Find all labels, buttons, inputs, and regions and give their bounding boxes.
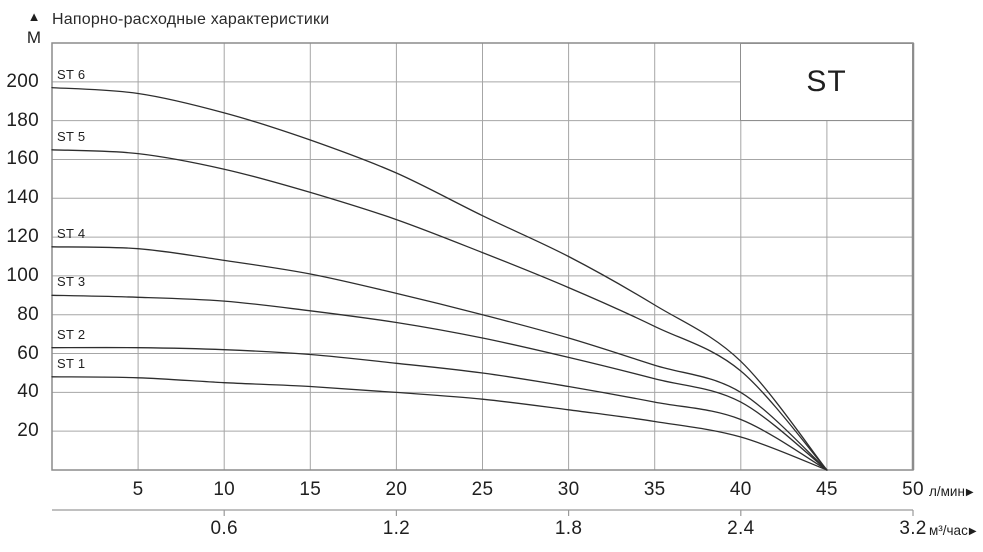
y-tick-label: 60: [17, 342, 39, 364]
x-tick-label-m3h: 0.6: [210, 518, 238, 539]
x-axis-unit-m3h: м³/час▶: [929, 522, 977, 540]
y-tick-label: 160: [6, 148, 39, 170]
x-tick-label-m3h: 1.8: [554, 518, 583, 539]
curve-label-st-5: ST 5: [57, 128, 86, 144]
x-tick-label-lpm: 20: [385, 479, 408, 500]
y-tick-label: 80: [17, 303, 39, 325]
x-tick-label-lpm: 25: [471, 479, 494, 500]
x-tick-label-m3h: 2.4: [727, 518, 755, 539]
y-tick-label: 180: [6, 109, 39, 131]
x-tick-label-lpm: 5: [132, 479, 144, 500]
curve-st-1: [51, 376, 828, 471]
x-tick-label-lpm: 15: [299, 479, 322, 500]
y-tick-label: 120: [6, 226, 39, 248]
series-family-label: ST: [806, 65, 847, 98]
x-tick-label-m3h: 3.2: [899, 518, 927, 539]
x-tick-label-lpm: 35: [643, 479, 666, 500]
curve-st-5: [51, 149, 828, 471]
series-family-badge: ST: [740, 43, 913, 121]
y-tick-label: 140: [6, 187, 39, 209]
y-tick-label: 200: [6, 70, 39, 92]
y-axis-arrow-icon: ▲: [27, 9, 41, 24]
x-tick-label-lpm: 45: [816, 479, 838, 500]
right-arrow-icon: ▶: [965, 487, 974, 498]
x-tick-label-m3h: 1.2: [382, 518, 411, 539]
curve-st-3: [51, 294, 828, 471]
curve-label-st-4: ST 4: [57, 225, 86, 241]
y-axis-unit-label: М: [26, 28, 42, 47]
curve-st-2: [51, 346, 828, 471]
curve-label-st-2: ST 2: [57, 326, 86, 342]
x-axis-unit-lpm-text: л/мин: [929, 484, 965, 499]
curve-label-st-6: ST 6: [57, 66, 86, 82]
curve-label-st-1: ST 1: [57, 355, 86, 371]
right-arrow-icon: ▶: [968, 526, 977, 537]
y-tick-label: 20: [17, 420, 39, 442]
curve-st-6: [51, 86, 828, 471]
chart-title: Напорно-расходные характеристики: [52, 11, 330, 28]
x-tick-label-lpm: 50: [902, 479, 924, 500]
y-tick-label: 40: [17, 381, 39, 403]
curve-st-4: [51, 246, 828, 471]
x-tick-label-lpm: 30: [557, 479, 580, 500]
x-axis-unit-lpm: л/мин▶: [929, 483, 974, 501]
curve-label-st-3: ST 3: [57, 274, 86, 290]
x-axis-unit-m3h-text: м³/час: [929, 523, 968, 538]
x-tick-label-lpm: 40: [729, 479, 752, 500]
y-tick-label: 100: [6, 264, 39, 286]
x-tick-label-lpm: 10: [213, 479, 236, 500]
